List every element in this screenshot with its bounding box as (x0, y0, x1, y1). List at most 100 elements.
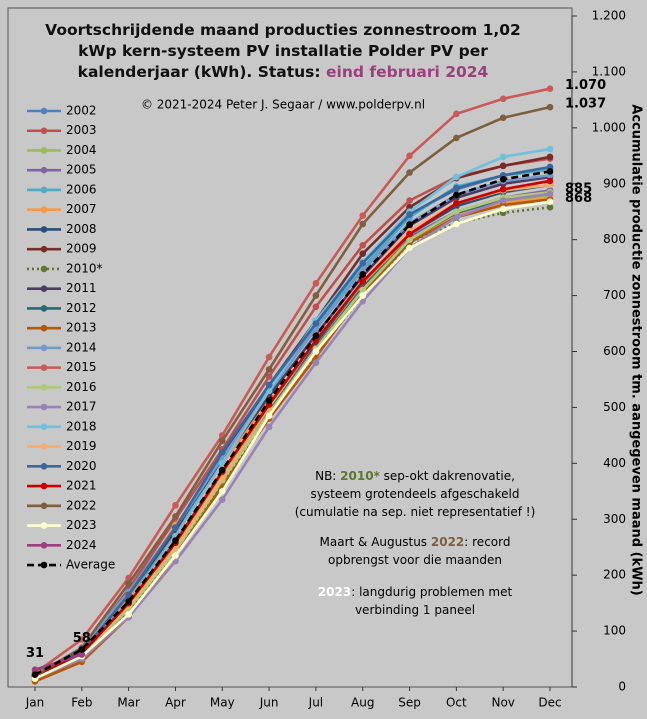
annotation-part: verbinding 1 paneel (355, 603, 475, 617)
x-tick-label: Aug (351, 696, 374, 710)
data-point (406, 230, 413, 238)
data-point (406, 197, 413, 204)
data-point (172, 537, 179, 544)
data-label: 1.037 (565, 97, 606, 112)
data-point (312, 292, 320, 299)
data-point (546, 190, 554, 198)
annotation-part: 2010* (340, 469, 380, 483)
data-point (499, 186, 507, 193)
legend-label: 2018 (66, 419, 97, 433)
annotation: systeem grotendeels afgeschakeld (311, 487, 520, 501)
x-tick-label: May (210, 696, 235, 710)
legend-label: 2010* (66, 261, 103, 275)
series-line (34, 87, 551, 675)
data-point (218, 460, 226, 467)
annotation-part: Maart & Augustus (320, 535, 431, 549)
legend-marker (40, 147, 48, 154)
chart-title: kalenderjaar (kWh). Status: eind februar… (78, 63, 489, 81)
y-tick-label: 100 (603, 624, 626, 638)
data-point (312, 332, 320, 340)
data-point (265, 397, 273, 405)
legend-label: 2016 (66, 380, 97, 394)
y-tick-label: 500 (603, 400, 626, 414)
data-point (453, 208, 460, 216)
series-line (34, 170, 551, 676)
data-point (546, 103, 554, 111)
annotation-part: sep-okt dakrenovatie, (380, 469, 515, 483)
annotation: verbinding 1 paneel (355, 603, 475, 617)
data-point (546, 85, 554, 92)
data-point (406, 244, 413, 252)
y-tick-label: 0 (618, 680, 626, 694)
data-point (546, 203, 554, 211)
y-axis-label: Accumulatie productie zonnestroom tm. aa… (629, 104, 644, 595)
y-tick-label: 900 (603, 176, 626, 190)
legend-label: 2005 (66, 163, 97, 177)
annotation-part: : record (464, 535, 510, 549)
legend-label: 2013 (66, 321, 97, 335)
legend-marker (40, 443, 48, 450)
legend-label: 2002 (66, 104, 97, 118)
legend-marker (40, 324, 48, 332)
data-point (265, 373, 273, 380)
legend-marker (40, 107, 48, 115)
data-point (499, 95, 507, 103)
data-point (218, 466, 226, 474)
data-point (125, 611, 132, 618)
legend-label: 2008 (66, 222, 97, 236)
y-tick-label: 400 (603, 456, 626, 470)
annotation-part: opbrengst voor die maanden (328, 553, 502, 567)
legend-marker (40, 245, 48, 253)
data-point (78, 636, 86, 643)
x-tick-label: Jan (25, 696, 45, 710)
legend-marker (40, 226, 48, 233)
data-label: 868 (565, 191, 592, 206)
data-point (218, 437, 226, 445)
x-tick-label: Sep (398, 696, 421, 710)
data-point (359, 220, 367, 228)
legend-marker (40, 206, 48, 213)
legend-label: Average (66, 558, 115, 572)
data-point (453, 191, 460, 199)
legend-label: 2023 (66, 518, 97, 532)
data-label: 31 (26, 646, 44, 661)
legend-marker (40, 344, 48, 352)
annotation-part: systeem grotendeels afgeschakeld (311, 487, 520, 501)
data-point (125, 591, 132, 599)
legend-label: 2007 (66, 202, 97, 216)
legend-marker (40, 384, 48, 391)
data-point (31, 671, 39, 678)
data-point (125, 580, 132, 587)
data-point (218, 496, 226, 503)
data-point (359, 250, 367, 257)
legend-marker (40, 522, 48, 529)
data-point (312, 320, 320, 327)
data-point (546, 153, 554, 161)
data-point (406, 211, 413, 218)
series-line (34, 179, 551, 679)
series-line (34, 192, 551, 680)
data-point (546, 177, 554, 185)
data-point (312, 303, 320, 311)
legend-label: 2024 (66, 538, 97, 552)
legend-marker (40, 502, 48, 510)
data-point (359, 259, 367, 267)
legend-marker (40, 482, 48, 490)
data-point (499, 153, 507, 161)
x-tick-label: Apr (165, 696, 186, 710)
data-point (359, 278, 367, 285)
data-point (172, 501, 179, 509)
chart-title-part: eind februari 2024 (326, 63, 489, 81)
data-point (78, 651, 86, 658)
chart-title-part: kalenderjaar (kWh). Status: (78, 63, 326, 81)
chart-title: Voortschrijdende maand producties zonnes… (45, 21, 521, 39)
data-point (546, 168, 554, 175)
x-tick-label: Mar (117, 696, 140, 710)
series-line (34, 190, 551, 680)
series-line (34, 200, 551, 680)
data-point (359, 241, 367, 249)
data-point (453, 110, 460, 118)
legend-label: 2011 (66, 281, 97, 295)
legend-label: 2015 (66, 360, 97, 374)
